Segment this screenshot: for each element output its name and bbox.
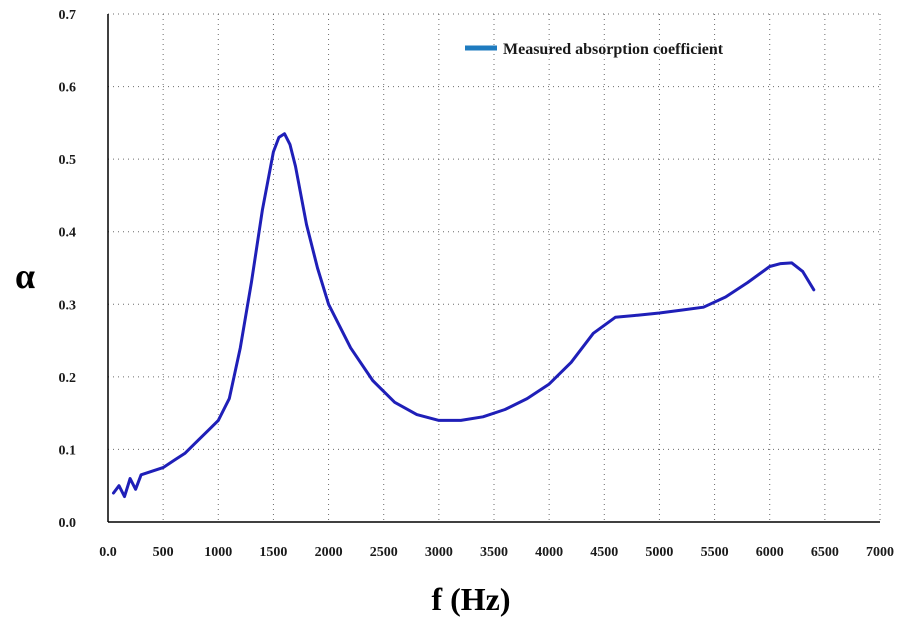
grid-lines: [108, 13, 881, 522]
x-tick-label: 7000: [866, 545, 894, 560]
x-tick-label: 2500: [370, 545, 398, 560]
y-tick-label: 0.0: [59, 516, 77, 531]
y-tick-label: 0.7: [59, 8, 77, 23]
legend: Measured absorption coefficient: [465, 41, 724, 58]
y-tick-labels: 0.0 0.1 0.2 0.3 0.4 0.5 0.6 0.7: [59, 8, 77, 531]
y-tick-label: 0.6: [59, 81, 77, 96]
y-tick-label: 0.2: [59, 371, 77, 386]
y-tick-label: 0.1: [59, 443, 77, 458]
x-tick-label: 6000: [756, 545, 784, 560]
x-tick-label: 2000: [315, 545, 343, 560]
y-axis-title: α: [15, 256, 35, 296]
legend-label: Measured absorption coefficient: [503, 41, 724, 58]
x-tick-labels: 0.0 500 1000 1500 2000 2500 3000 3500 4000 4500 50…: [99, 545, 894, 560]
x-tick-label: 6500: [811, 545, 839, 560]
x-tick-label: 1500: [259, 545, 287, 560]
x-tick-label: 5500: [701, 545, 729, 560]
series-line: [112, 132, 816, 499]
series-group: [112, 132, 816, 499]
x-tick-label: 4000: [535, 545, 563, 560]
y-tick-label: 0.4: [59, 226, 77, 241]
x-tick-label: 0.0: [99, 545, 117, 560]
x-axis-title: f (Hz): [431, 581, 510, 617]
y-tick-label: 0.5: [59, 153, 77, 168]
x-tick-label: 5000: [645, 545, 673, 560]
x-tick-label: 3000: [425, 545, 453, 560]
y-tick-label: 0.3: [59, 298, 77, 313]
x-tick-label: 500: [153, 545, 174, 560]
x-tick-label: 1000: [204, 545, 232, 560]
x-tick-label: 4500: [590, 545, 618, 560]
axes: [107, 14, 880, 523]
x-tick-label: 3500: [480, 545, 508, 560]
